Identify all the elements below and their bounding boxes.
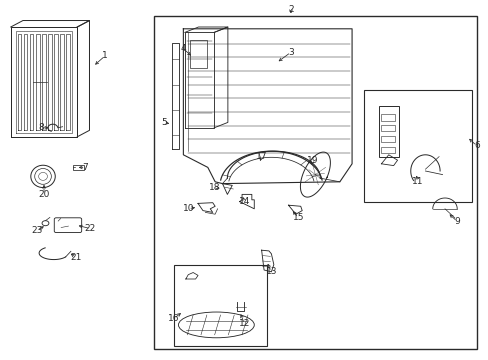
Bar <box>381 114 394 121</box>
Text: 14: 14 <box>238 197 250 206</box>
Bar <box>173 265 266 346</box>
Text: 21: 21 <box>70 253 81 262</box>
Bar <box>189 40 206 68</box>
Text: 12: 12 <box>238 320 250 328</box>
Text: 18: 18 <box>209 183 221 192</box>
Bar <box>364 90 471 202</box>
Text: 10: 10 <box>182 204 194 213</box>
Bar <box>378 106 398 157</box>
Bar <box>381 125 394 131</box>
Text: 15: 15 <box>292 213 304 222</box>
Text: 11: 11 <box>411 177 423 186</box>
Text: 8: 8 <box>39 123 44 132</box>
Text: 19: 19 <box>306 156 318 165</box>
Text: 13: 13 <box>265 267 277 276</box>
Text: 3: 3 <box>287 48 293 57</box>
Bar <box>381 147 394 153</box>
Text: 5: 5 <box>161 118 166 127</box>
Text: 1: 1 <box>102 51 108 60</box>
Text: 16: 16 <box>167 314 179 323</box>
Text: 23: 23 <box>31 226 42 235</box>
Text: 2: 2 <box>287 4 293 13</box>
Text: 4: 4 <box>180 44 186 53</box>
Text: 7: 7 <box>82 163 88 172</box>
Text: 17: 17 <box>255 152 267 161</box>
Bar <box>381 136 394 142</box>
Text: 22: 22 <box>84 224 96 233</box>
Bar <box>154 16 476 349</box>
Text: 6: 6 <box>473 141 479 150</box>
Text: 9: 9 <box>453 217 459 226</box>
Bar <box>73 165 84 170</box>
Text: 20: 20 <box>38 190 50 199</box>
